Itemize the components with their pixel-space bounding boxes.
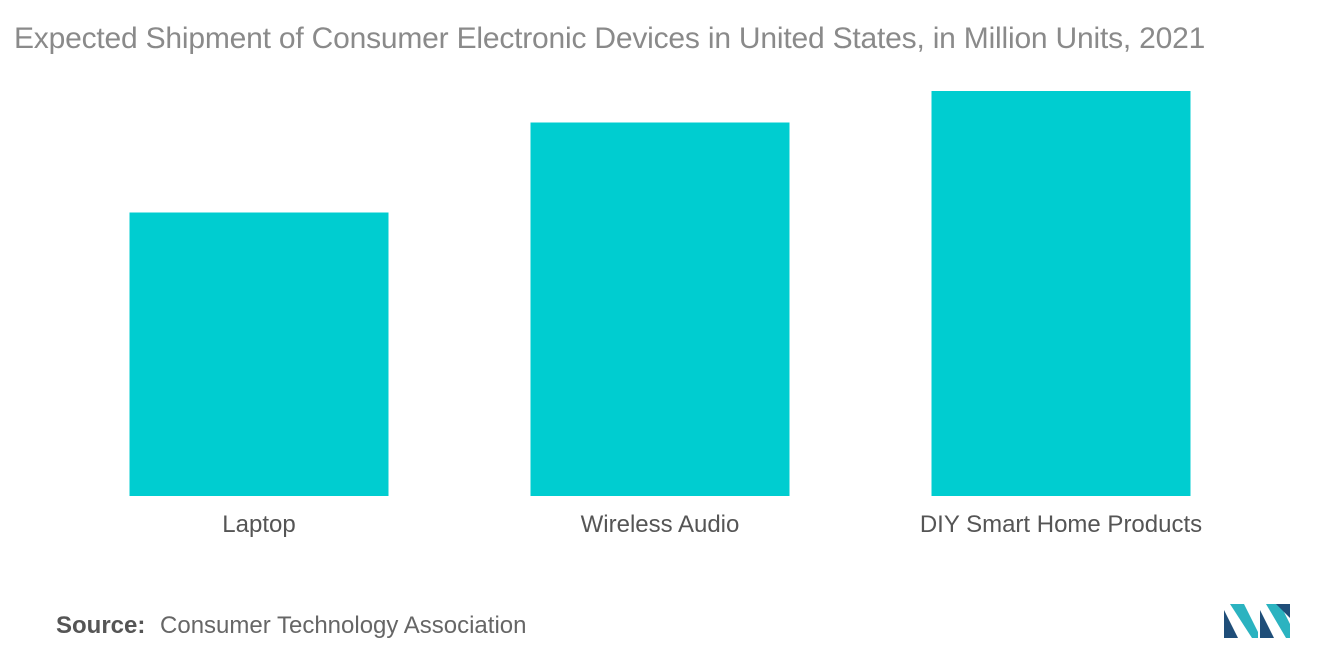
chart-title: Expected Shipment of Consumer Electronic… <box>14 22 1206 55</box>
bar-wireless-audio <box>530 122 790 496</box>
bar-laptop <box>129 212 389 496</box>
mordor-intelligence-logo-icon <box>1224 604 1290 638</box>
bar-chart: Laptop Wireless Audio DIY Smart Home Produ… <box>129 91 1202 538</box>
source-text: Consumer Technology Association <box>160 612 527 639</box>
source-label: Source: <box>56 612 146 639</box>
category-labels-group: Laptop Wireless Audio DIY Smart Home Produ… <box>222 511 1202 538</box>
category-label: DIY Smart Home Products <box>920 511 1202 538</box>
bars-group <box>129 91 1191 496</box>
source-line: Source: Consumer Technology Association <box>56 612 526 640</box>
category-label: Laptop <box>222 511 295 538</box>
bar-diy-smart-home-products <box>931 91 1191 496</box>
category-label: Wireless Audio <box>581 511 740 538</box>
